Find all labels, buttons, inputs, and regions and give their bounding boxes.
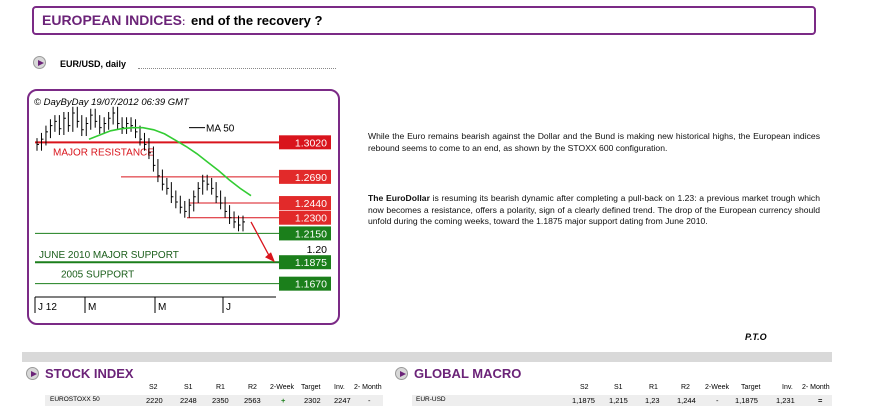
level-value: 1.2300: [295, 213, 327, 225]
forecast-arrowhead: [265, 252, 275, 263]
divider: [138, 68, 336, 69]
level-value: 1.2440: [295, 198, 327, 210]
row-cell: 2302: [304, 396, 321, 405]
level-value: 1.2150: [295, 228, 327, 240]
ma-label: MA 50: [206, 124, 235, 135]
row-cell: 1,1875: [572, 396, 595, 405]
col-header: 2- Month: [802, 384, 830, 391]
chevron-right-icon: [33, 56, 46, 69]
section-band-left: [22, 352, 390, 362]
col-header: 2- Month: [354, 384, 382, 391]
global-macro-title: GLOBAL MACRO: [414, 366, 522, 381]
col-header: 2-Week: [705, 384, 729, 391]
col-header: R2: [681, 384, 690, 391]
row-cell: 1,215: [609, 396, 628, 405]
chevron-right-icon: [395, 367, 408, 380]
x-tick-label: J 12: [38, 302, 57, 313]
row-cell: 1,231: [776, 396, 795, 405]
col-header: 2-Week: [270, 384, 294, 391]
paragraph-2-body: is resuming its bearish dynamic after co…: [368, 193, 820, 227]
col-header: R1: [216, 384, 225, 391]
section-band-right: [390, 352, 832, 362]
row-cell: 1,23: [645, 396, 660, 405]
level-box: [279, 210, 331, 225]
chart-section-label: EUR/USD, daily: [60, 59, 127, 69]
level-annotation: 2005 SUPPORT: [61, 270, 134, 281]
x-tick-label: J: [226, 302, 231, 313]
row-cell: 2220: [146, 396, 163, 405]
x-tick-label: M: [158, 302, 166, 313]
level-box: [279, 276, 331, 291]
ma50-line: [88, 126, 252, 197]
col-header: R2: [248, 384, 257, 391]
eurusd-chart: J 12 M M J © DayByDay 19/07/2012 06:39 GMT 1.…: [34, 97, 331, 313]
table-row: [45, 395, 383, 406]
row-name: EUR-USD: [416, 396, 446, 403]
paragraph-2: The EuroDollar is resuming its bearish d…: [368, 193, 820, 228]
level-value: 1.2690: [295, 172, 327, 184]
row-cell-trend: -: [716, 396, 719, 405]
col-header: Inv.: [782, 384, 793, 391]
row-cell: =: [818, 396, 823, 405]
col-header: Target: [741, 384, 761, 391]
chart-frame: J 12 M M J © DayByDay 19/07/2012 06:39 GMT 1.…: [27, 89, 340, 325]
row-cell: 1,244: [677, 396, 696, 405]
col-header: Inv.: [334, 384, 345, 391]
chart-watermark: © DayByDay 19/07/2012 06:39 GMT: [34, 97, 190, 108]
level-value: 1.1875: [295, 257, 327, 269]
level-box: [279, 255, 331, 270]
title-main: EUROPEAN INDICES: [42, 12, 183, 28]
col-header: S2: [149, 384, 158, 391]
stock-index-title: STOCK INDEX: [45, 366, 134, 381]
col-header: S1: [184, 384, 193, 391]
level-annotation: MAJOR RESISTANCE: [53, 147, 154, 158]
title-sub: end of the recovery ?: [187, 13, 323, 28]
row-cell: 2350: [212, 396, 229, 405]
col-header: S2: [580, 384, 589, 391]
pto-label: P.T.O: [745, 332, 767, 342]
page-title: EUROPEAN INDICES: end of the recovery ?: [42, 12, 322, 28]
paragraph-1: While the Euro remains bearish against t…: [368, 131, 820, 153]
level-value: 1.3020: [295, 137, 327, 149]
row-cell: 1,1875: [735, 396, 758, 405]
title-colon: :: [182, 17, 186, 28]
row-cell: -: [368, 396, 371, 405]
level-annotation: JUNE 2010 MAJOR SUPPORT: [39, 250, 179, 261]
row-cell: 2563: [244, 396, 261, 405]
row-name: EUROSTOXX 50: [50, 396, 100, 403]
row-cell-trend: +: [281, 396, 286, 405]
level-box: [279, 226, 331, 241]
level-box: [279, 135, 331, 150]
title-box: EUROPEAN INDICES: end of the recovery ?: [32, 6, 816, 35]
row-cell: 2247: [334, 396, 351, 405]
col-header: S1: [614, 384, 623, 391]
table-row: [412, 395, 832, 406]
level-box: [279, 169, 331, 184]
chevron-right-icon: [26, 367, 39, 380]
level-value: 1.1670: [295, 279, 327, 291]
row-cell: 2248: [180, 396, 197, 405]
col-header: R1: [649, 384, 658, 391]
paragraph-2-lead: The EuroDollar: [368, 193, 430, 203]
level-value: 1.20: [307, 244, 328, 256]
x-tick-label: M: [88, 302, 96, 313]
level-box: [279, 196, 331, 211]
col-header: Target: [301, 384, 321, 391]
forecast-arrow: [250, 221, 272, 260]
